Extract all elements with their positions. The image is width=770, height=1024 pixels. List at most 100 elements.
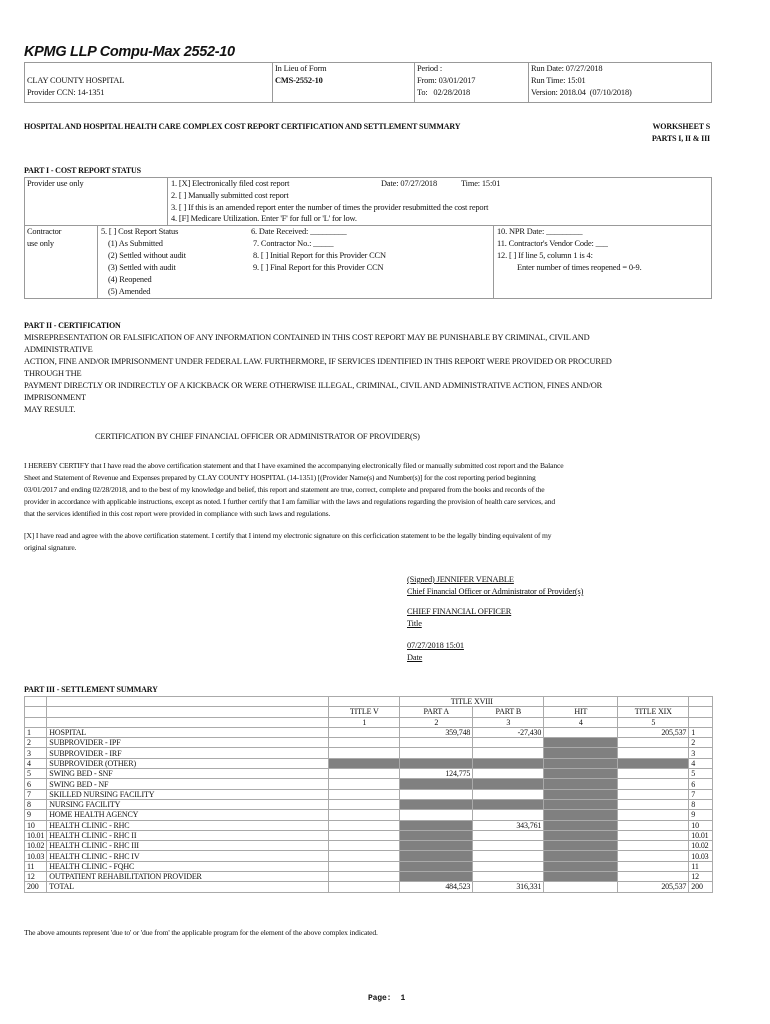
footnote: The above amounts represent 'due to' or … bbox=[24, 928, 378, 937]
line-description: HEALTH CLINIC - RHC IV bbox=[46, 850, 330, 862]
warning-line: IMPRISONMENT bbox=[24, 393, 86, 402]
contractor-label-2: use only bbox=[27, 239, 54, 248]
report-software-title: KPMG LLP Compu-Max 2552-10 bbox=[24, 44, 235, 60]
status-item-3: 3. [ ] If this is an amended report ente… bbox=[171, 203, 489, 212]
amount-cell bbox=[543, 757, 619, 770]
amount-cell bbox=[543, 881, 619, 893]
line-description: HEALTH CLINIC - RHC II bbox=[46, 829, 330, 842]
run-time: Run Time: 15:01 bbox=[531, 76, 586, 85]
line-number: 7 bbox=[23, 788, 48, 800]
page-number: Page: 1 bbox=[368, 994, 406, 1003]
line-number-right: 10.02 bbox=[688, 840, 714, 852]
title-value: CHIEF FINANCIAL OFFICER bbox=[407, 607, 512, 616]
hospital-name: CLAY COUNTY HOSPITAL bbox=[27, 76, 125, 85]
amount-cell bbox=[328, 747, 401, 759]
amount-cell bbox=[543, 737, 619, 749]
amount-cell bbox=[328, 788, 401, 800]
divider bbox=[528, 62, 529, 102]
amount-cell bbox=[328, 726, 401, 739]
amount-cell bbox=[472, 768, 545, 780]
amount-cell bbox=[543, 860, 619, 873]
blank bbox=[688, 695, 714, 708]
status-col-3: (3) Settled with audit bbox=[108, 263, 176, 272]
amount-cell bbox=[328, 881, 401, 893]
blank bbox=[46, 706, 330, 718]
filed-time: Time: 15:01 bbox=[461, 179, 501, 188]
table-row: 200 TOTAL 484,523 316,331 205,537 200 bbox=[23, 881, 714, 893]
line-number: 9 bbox=[23, 809, 48, 821]
line-number: 1 bbox=[23, 726, 48, 739]
line-number-right: 10 bbox=[688, 819, 714, 831]
period-from: From: 03/01/2017 bbox=[417, 76, 476, 85]
amount-cell bbox=[399, 860, 474, 873]
line-description: SWING BED - NF bbox=[46, 778, 330, 790]
amount-cell bbox=[472, 860, 545, 873]
period-to: To: 02/28/2018 bbox=[417, 88, 471, 97]
version: Version: 2018.04 (07/10/2018) bbox=[531, 88, 632, 97]
line-number-right: 8 bbox=[688, 798, 714, 811]
amount-cell bbox=[617, 829, 690, 842]
part3-heading: PART III - SETTLEMENT SUMMARY bbox=[24, 685, 158, 694]
amount-cell: 205,537 bbox=[617, 726, 690, 739]
line-description: HEALTH CLINIC - RHC III bbox=[46, 840, 330, 852]
line-description: OUTPATIENT REHABILITATION PROVIDER bbox=[46, 871, 330, 883]
amount-cell bbox=[328, 768, 401, 780]
provider-use-label: Provider use only bbox=[27, 179, 84, 188]
amount-cell bbox=[328, 809, 401, 821]
amount-cell bbox=[472, 871, 545, 883]
form-number: CMS-2552-10 bbox=[275, 76, 323, 85]
amount-cell bbox=[328, 860, 401, 873]
line-number-right: 2 bbox=[688, 737, 714, 749]
column-number: 4 bbox=[543, 716, 619, 728]
part2-heading: PART II - CERTIFICATION bbox=[24, 321, 121, 330]
worksheet-parts: PARTS I, II & III bbox=[651, 134, 710, 143]
line-number: 3 bbox=[23, 747, 48, 759]
column-header: PART A bbox=[399, 706, 474, 718]
amount-cell: 343,761 bbox=[472, 819, 545, 831]
settlement-summary-table: TITLE XVIII TITLE V PART A PART B HIT TITLE … bbox=[23, 695, 714, 893]
amount-cell bbox=[399, 850, 474, 862]
date-label: Date bbox=[407, 653, 423, 662]
amount-cell bbox=[399, 798, 474, 811]
amount-cell: 484,523 bbox=[399, 881, 474, 893]
filed-date: Date: 07/27/2018 bbox=[381, 179, 437, 188]
date-received: 6. Date Received: _________ bbox=[251, 227, 347, 236]
blank bbox=[23, 695, 48, 708]
blank bbox=[46, 695, 330, 708]
amount-cell bbox=[399, 778, 474, 790]
amount-cell bbox=[543, 829, 619, 842]
table-row: 6 SWING BED - NF 6 bbox=[23, 778, 714, 790]
amount-cell bbox=[328, 871, 401, 883]
amount-cell bbox=[543, 798, 619, 811]
table-row: 10.01 HEALTH CLINIC - RHC II 10.01 bbox=[23, 829, 714, 842]
line-number: 5 bbox=[23, 768, 48, 780]
status-col-2: (2) Settled without audit bbox=[108, 251, 186, 260]
document-title: HOSPITAL AND HOSPITAL HEALTH CARE COMPLE… bbox=[24, 122, 461, 131]
amount-cell bbox=[617, 871, 690, 883]
amount-cell bbox=[399, 809, 474, 821]
amount-cell bbox=[617, 747, 690, 759]
line-number: 12 bbox=[23, 871, 48, 883]
contractor-label: Contractor bbox=[27, 227, 62, 236]
amount-cell bbox=[472, 788, 545, 800]
amount-cell bbox=[328, 757, 401, 770]
in-lieu-label: In Lieu of Form bbox=[275, 64, 327, 73]
provider-ccn: Provider CCN: 14-1351 bbox=[27, 88, 105, 97]
amount-cell: 205,537 bbox=[617, 881, 690, 893]
table-row: 11 HEALTH CLINIC - FQHC 11 bbox=[23, 860, 714, 873]
amount-cell bbox=[399, 788, 474, 800]
blank bbox=[23, 706, 48, 718]
amount-cell bbox=[617, 840, 690, 852]
line-number: 10.02 bbox=[23, 840, 48, 852]
column-number: 3 bbox=[472, 716, 545, 728]
amount-cell bbox=[472, 778, 545, 790]
table-row: 3 SUBPROVIDER - IRF 3 bbox=[23, 747, 714, 759]
line-description: TOTAL bbox=[46, 881, 330, 893]
amount-cell: -27,430 bbox=[472, 726, 545, 739]
column-number: 1 bbox=[328, 716, 401, 728]
line-description: SWING BED - SNF bbox=[46, 768, 330, 780]
line-number-right: 4 bbox=[688, 757, 714, 770]
line-description: SKILLED NURSING FACILITY bbox=[46, 788, 330, 800]
amount-cell bbox=[472, 798, 545, 811]
